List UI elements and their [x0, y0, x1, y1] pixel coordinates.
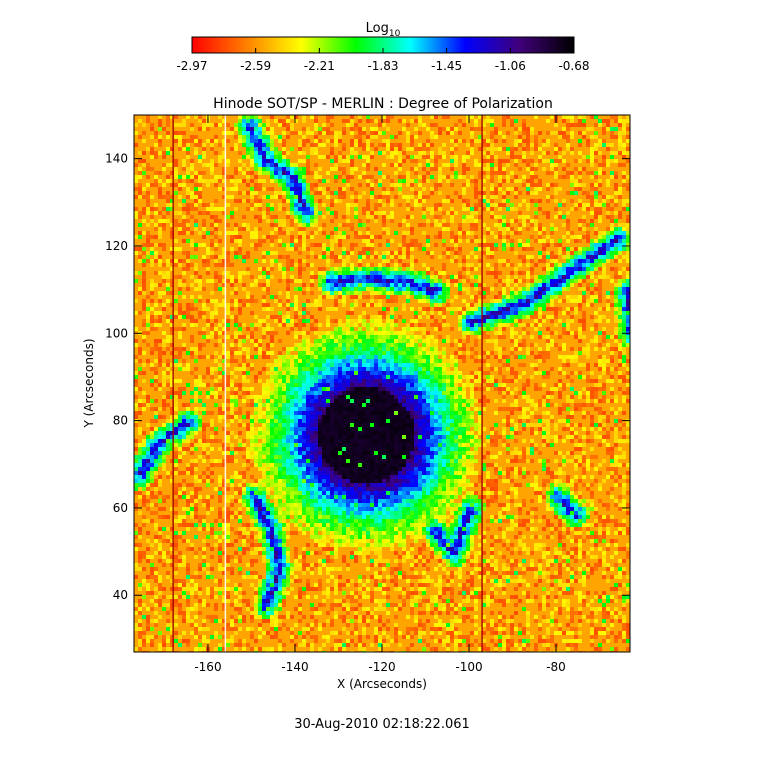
colorbar-tick-label: -2.59 [240, 59, 271, 73]
y-tick-label: 40 [113, 588, 128, 602]
colorbar-tick-label: -1.06 [495, 59, 526, 73]
colorbar-tick-label: -1.45 [431, 59, 462, 73]
x-tick-label: -100 [455, 660, 482, 674]
colorbar-tick-label: -0.68 [558, 59, 589, 73]
colorbar-ticks: -2.97 -2.59 -2.21 -1.83 -1.45 -1.06 -0.68 [176, 48, 590, 73]
y-tick-label: 120 [105, 239, 128, 253]
y-tick-label: 140 [105, 152, 128, 166]
axis-ticks: -160 -140 -120 -100 -80 40 60 80 100 120 140 [105, 115, 630, 674]
x-axis-label: X (Arcseconds) [337, 677, 427, 691]
y-tick-label: 60 [113, 501, 128, 515]
y-axis-label: Y (Arcseconds) [82, 338, 96, 428]
colorbar-tick-label: -2.21 [304, 59, 335, 73]
x-tick-label: -140 [281, 660, 308, 674]
colorbar-tick-label: -1.83 [367, 59, 398, 73]
heatmap-image [134, 115, 630, 652]
colorbar-label: Log10 [366, 21, 401, 39]
timestamp: 30-Aug-2010 02:18:22.061 [294, 717, 470, 732]
chart-title: Hinode SOT/SP - MERLIN : Degree of Polar… [213, 96, 553, 112]
y-tick-label: 80 [113, 414, 128, 428]
y-tick-label: 100 [105, 326, 128, 340]
colorbar-tick-label: -2.97 [176, 59, 207, 73]
x-tick-label: -120 [368, 660, 395, 674]
x-tick-label: -80 [546, 660, 566, 674]
x-tick-label: -160 [194, 660, 221, 674]
